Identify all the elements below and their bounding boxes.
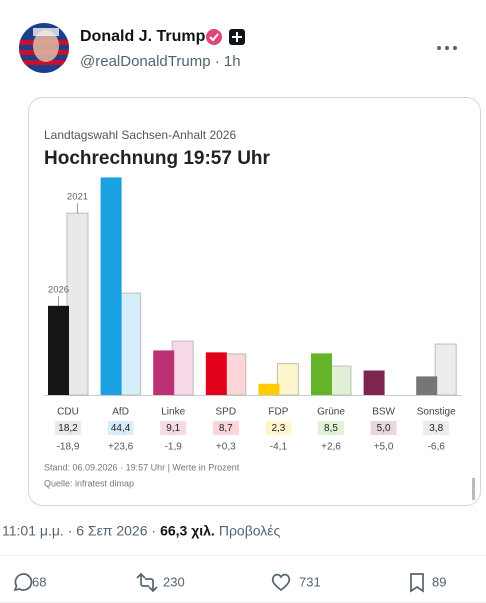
category-label: Grüne (317, 407, 345, 418)
media-card[interactable] (28, 97, 481, 506)
change-label: +0,3 (216, 442, 236, 453)
bar-2026 (153, 350, 175, 395)
more-menu[interactable] (437, 46, 457, 50)
value-label-box (107, 421, 134, 435)
bar-2026 (416, 376, 438, 395)
avatar[interactable] (19, 23, 69, 73)
bar-2021 (434, 343, 457, 396)
value-label-box (318, 421, 344, 435)
bar-2026 (205, 352, 227, 395)
series-annotation: 2021 (67, 192, 88, 203)
category-label: Sonstige (417, 407, 456, 418)
timestamp[interactable]: 11:01 μ.μ. · 6 Σεπ 2026 · (2, 523, 156, 539)
value-label-box (370, 421, 397, 435)
reply-count: 68 (32, 574, 46, 589)
chart-title: Landtagswahl Sachsen-Anhalt 2026 (44, 128, 236, 142)
value-label: 5,0 (377, 423, 391, 434)
like-button[interactable] (271, 573, 291, 592)
views-label: Προβολές (219, 523, 281, 539)
value-label-box (423, 421, 450, 435)
bar-2021 (66, 212, 89, 396)
bar-2021 (276, 363, 299, 396)
value-label: 9,1 (166, 423, 180, 434)
category-label: AfD (112, 407, 129, 418)
change-label: -1,9 (165, 442, 183, 453)
repost-button[interactable] (136, 572, 158, 593)
change-label: -6,6 (428, 442, 446, 453)
value-label-box (55, 421, 81, 435)
chart: Landtagswahl Sachsen-Anhalt 2026 Hochrec… (44, 128, 462, 488)
bar-2026 (48, 305, 69, 395)
verified-badge (206, 29, 222, 45)
affiliate-plus (232, 32, 242, 42)
chart-note: Stand: 06.09.2026 · 19:57 Uhr | Werte in… (44, 462, 240, 472)
handle-line[interactable]: @realDonaldTrump · 1h (80, 53, 241, 70)
reply-button[interactable] (13, 573, 33, 592)
series-annotation: 2026 (48, 284, 69, 295)
value-label-box (265, 421, 292, 435)
bookmark-button[interactable] (410, 573, 424, 593)
like-count: 731 (299, 574, 321, 589)
author-name[interactable]: Donald J. Trump (80, 28, 206, 45)
category-label: CDU (57, 407, 79, 418)
bar-2021 (171, 340, 194, 396)
category-label: SPD (216, 407, 237, 418)
change-label: +23,6 (108, 442, 134, 453)
value-label: 44,4 (111, 423, 131, 434)
repost-count: 230 (163, 574, 185, 589)
value-label: 2,3 (271, 423, 285, 434)
value-label: 8,7 (219, 423, 233, 434)
change-label: -4,1 (270, 442, 288, 453)
bookmark-count: 89 (432, 574, 446, 589)
view-count: 66,3 χιλ. (160, 523, 215, 539)
value-label-box (160, 421, 187, 435)
scrollbar (472, 478, 475, 500)
bar-2021 (224, 353, 247, 396)
value-label: 18,2 (58, 423, 78, 434)
bar-2021 (119, 292, 142, 396)
category-label: Linke (161, 407, 185, 418)
category-label: BSW (372, 407, 395, 418)
verified-check (209, 33, 219, 42)
value-label-box (212, 421, 239, 435)
bar-2026 (258, 383, 280, 395)
change-label: -18,9 (57, 442, 80, 453)
category-label: FDP (268, 407, 288, 418)
bar-2026 (363, 370, 385, 395)
bar-2026 (100, 177, 122, 395)
value-label: 3,8 (429, 423, 443, 434)
value-label: 8,5 (324, 423, 338, 434)
change-label: +2,6 (321, 442, 341, 453)
chart-subtitle: Hochrechnung 19:57 Uhr (44, 148, 271, 169)
chart-source: Quelle: infratest dimap (44, 478, 134, 488)
change-label: +5,0 (374, 442, 394, 453)
bar-2026 (311, 353, 332, 395)
bar-2021 (329, 365, 352, 396)
